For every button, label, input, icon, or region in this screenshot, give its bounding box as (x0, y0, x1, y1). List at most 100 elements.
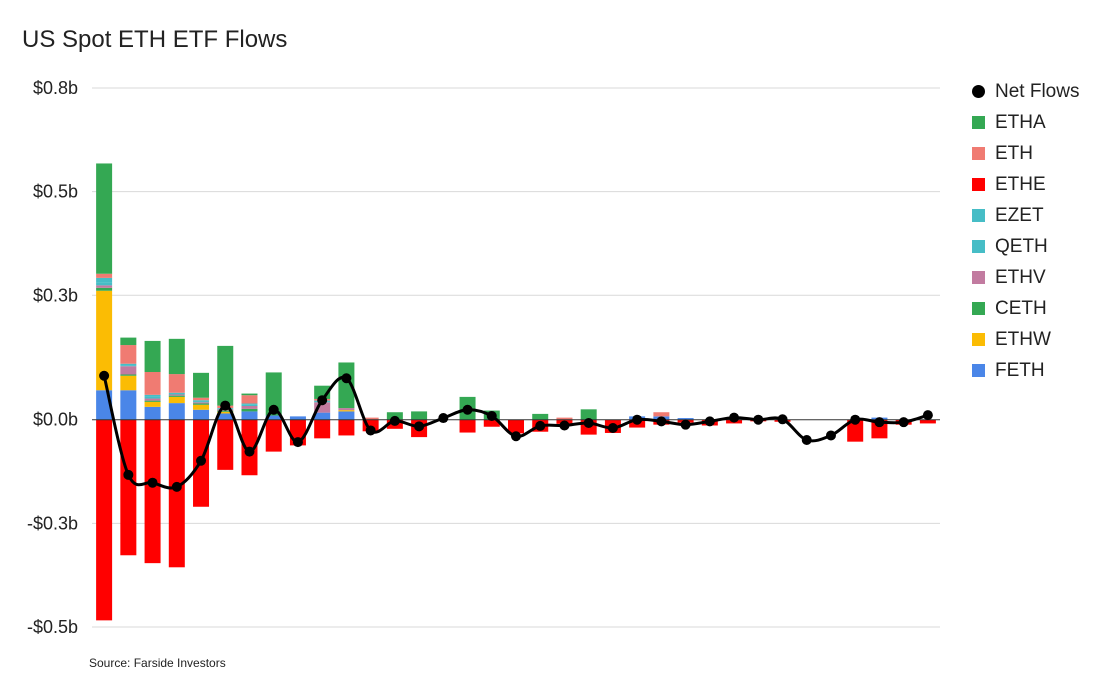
bar-segment-qeth (193, 401, 210, 403)
legend-label: EZET (995, 204, 1044, 226)
net-flows-point (389, 415, 400, 426)
bar-segment-etha (532, 413, 549, 420)
legend-label: ETHE (995, 173, 1046, 195)
bar-segment-ezet (193, 400, 210, 402)
bar-segment-qeth (168, 393, 185, 395)
net-flows-point (535, 420, 546, 431)
net-flows-point (244, 446, 255, 457)
legend-label: ETHV (995, 266, 1046, 288)
legend-item-ethw[interactable]: ETHW (972, 324, 1079, 355)
bar-segment-feth (144, 406, 161, 420)
net-flows-point (607, 422, 618, 433)
bar-segment-etha (96, 163, 113, 274)
bar-segment-ceth (217, 410, 234, 412)
legend-item-etha[interactable]: ETHA (972, 107, 1079, 138)
bar-segment-etha (144, 340, 161, 373)
bar-segment-ethv (144, 398, 161, 401)
net-flows-point (922, 410, 933, 421)
net-flows-point (511, 431, 521, 442)
bar-segment-feth (677, 418, 694, 420)
bar-segment-etha (411, 411, 428, 420)
bar-segment-eth (193, 397, 210, 401)
bar-segment-feth (193, 409, 210, 420)
bar-segment-ethe (265, 419, 282, 452)
net-flows-point (486, 410, 497, 421)
net-flows-point (632, 414, 643, 425)
net-flows-point (874, 417, 885, 428)
bar-segment-eth (144, 372, 161, 395)
bar-segment-etha (217, 345, 234, 406)
bar-segment-ceth (241, 408, 258, 412)
net-flows-point (680, 419, 691, 430)
legend-item-ezet[interactable]: EZET (972, 200, 1079, 231)
legend-item-ethe[interactable]: ETHE (972, 169, 1079, 200)
net-flows-point (99, 370, 110, 381)
bar-segment-ethv (314, 402, 331, 413)
y-axis-tick-labels: $0.8b $0.5b $0.3b $0.0b -$0.3b -$0.5b (27, 78, 78, 637)
bar-segment-etha (265, 372, 282, 416)
bar-segment-feth (241, 411, 258, 420)
bar-segment-etha (168, 338, 185, 375)
net-flows-point (268, 404, 279, 415)
net-flows-point (462, 404, 473, 415)
legend-item-feth[interactable]: FETH (972, 355, 1079, 386)
bar-segment-ethw (193, 404, 210, 410)
bar-segment-ethv (168, 394, 185, 396)
legend-swatch (972, 333, 985, 346)
bar-segment-feth (120, 390, 137, 420)
bar-segment-ethe (483, 419, 500, 427)
bar-segment-eth (556, 417, 573, 420)
bar-segment-qeth (241, 404, 258, 407)
bar-segment-eth (653, 412, 670, 417)
bar-segment-feth (217, 413, 234, 420)
legend-label: QETH (995, 235, 1048, 257)
bar-segment-feth (289, 416, 306, 420)
net-flows-line (99, 370, 933, 492)
bar-segment-qeth (144, 396, 161, 399)
bar-segment-ezet (241, 403, 258, 405)
bar-segment-ethe (338, 419, 355, 436)
legend-swatch (972, 209, 985, 222)
legend-item-ceth[interactable]: CETH (972, 293, 1079, 324)
legend: Net Flows ETHA ETH ETHE EZET QETH ETHV CETH ETHW… (972, 76, 1079, 386)
bar-segment-etha (241, 393, 258, 396)
bar-segment-ezet (168, 392, 185, 394)
legend-label: ETHW (995, 328, 1051, 350)
bar-segment-eth (168, 374, 185, 393)
bar-segment-eth (362, 417, 379, 420)
net-flows-point (777, 414, 788, 425)
net-flows-point (850, 414, 861, 425)
net-flows-point (729, 412, 740, 423)
net-flows-point (220, 400, 231, 411)
legend-item-net-flows[interactable]: Net Flows (972, 76, 1079, 107)
bar-segment-ceth (168, 395, 185, 397)
legend-label: FETH (995, 359, 1045, 381)
legend-label: CETH (995, 297, 1047, 319)
legend-swatch (972, 147, 985, 160)
bar-segment-ethe (144, 419, 161, 564)
net-flows-point (825, 430, 836, 441)
bar-segment-feth (314, 412, 331, 420)
legend-swatch (972, 85, 985, 98)
y-tick-label: $0.0b (33, 410, 78, 430)
bar-segment-eth (96, 273, 113, 278)
bar-segment-ethv (338, 408, 355, 411)
legend-item-eth[interactable]: ETH (972, 138, 1079, 169)
y-tick-label: $0.3b (33, 285, 78, 305)
net-flows-point (341, 373, 352, 384)
legend-item-ethv[interactable]: ETHV (972, 262, 1079, 293)
bar-segment-ethe (314, 419, 331, 439)
bar-segment-ethv (96, 285, 113, 288)
net-flows-point (147, 477, 158, 488)
bar-segment-ethw (217, 411, 234, 414)
gridlines (92, 87, 940, 628)
bar-segment-ceth (193, 403, 210, 405)
bar-segment-ethw (96, 290, 113, 391)
net-flows-point (438, 413, 449, 424)
legend-item-qeth[interactable]: QETH (972, 231, 1079, 262)
net-flows-point (123, 469, 134, 480)
net-flows-point (753, 414, 764, 425)
chart-title: US Spot ETH ETF Flows (22, 26, 288, 53)
bar-segment-ethe (919, 419, 936, 424)
